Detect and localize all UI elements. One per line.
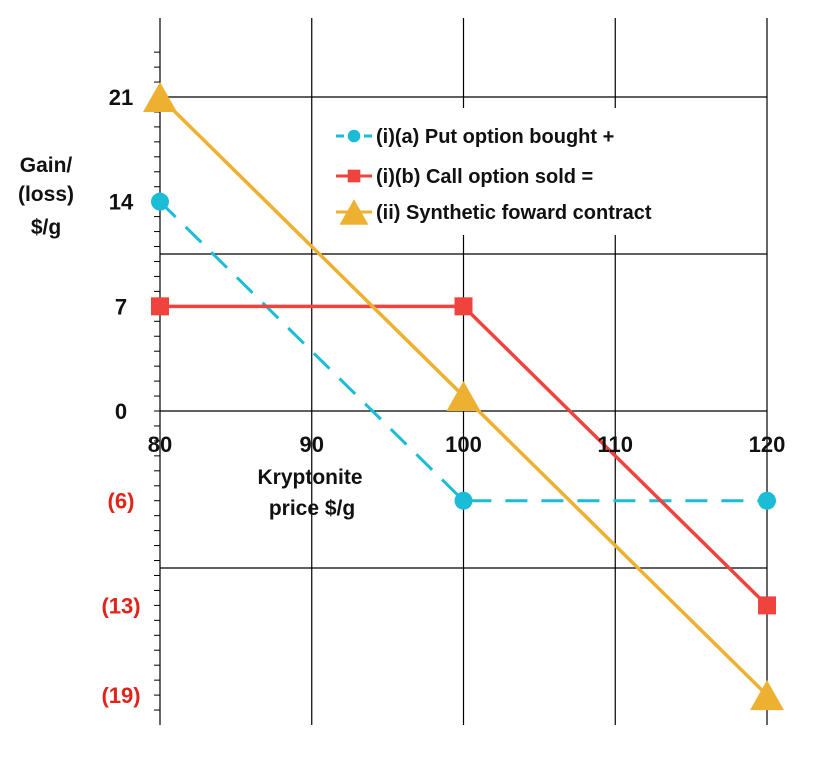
legend: (i)(a) Put option bought + (i)(b) Call op…	[318, 108, 718, 235]
legend-label: (i)(a) Put option bought +	[376, 126, 614, 148]
legend-background	[318, 108, 718, 235]
y-tick-label: (19)	[101, 683, 140, 708]
series-line-1	[158, 200, 767, 503]
legend-label: (ii) Synthetic foward contract	[376, 202, 652, 224]
y-tick-label: (13)	[101, 593, 140, 618]
y-tick-label: (6)	[108, 489, 135, 514]
y-tick-label: 14	[109, 190, 134, 215]
y-tick-label: 0	[115, 399, 127, 424]
marker-triangle	[143, 82, 177, 112]
series-layer	[143, 82, 784, 711]
y-tick-label: 21	[109, 85, 133, 110]
marker-square	[347, 169, 361, 183]
y-axis-title-line-1: Gain/	[20, 154, 73, 177]
x-tick-label: 80	[148, 432, 172, 457]
marker-triangle	[750, 680, 784, 711]
series-markers	[143, 82, 784, 711]
x-tick-label: 120	[749, 432, 786, 457]
x-axis-title-line-2: price $/g	[269, 497, 355, 520]
marker-square	[151, 297, 169, 316]
x-axis-title-line-1: Kryptonite	[258, 466, 363, 489]
marker-circle	[758, 491, 776, 510]
x-tick-label: 90	[300, 432, 324, 457]
marker-circle	[347, 129, 361, 143]
marker-circle	[454, 491, 473, 510]
marker-triangle	[446, 381, 481, 412]
marker-triangle	[339, 199, 369, 225]
y-axis-title-line-3: $/g	[31, 216, 61, 239]
y-tick-label: 7	[115, 294, 127, 319]
marker-square	[454, 297, 473, 316]
x-tick-labels: 80 90 100 110 120	[148, 432, 786, 457]
marker-circle	[151, 192, 169, 211]
legend-label: (i)(b) Call option sold =	[376, 166, 593, 188]
y-tick-labels: 21 14 7 0 (6) (13) (19)	[101, 85, 140, 708]
marker-square	[758, 596, 776, 615]
x-tick-label: 100	[445, 432, 482, 457]
y-minor-ticks	[154, 51, 160, 711]
y-axis-title-line-2: (loss)	[18, 183, 74, 206]
x-tick-label: 110	[598, 432, 634, 457]
